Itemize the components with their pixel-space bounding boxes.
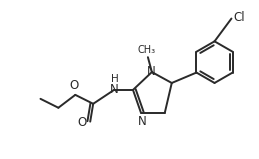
Text: Cl: Cl: [233, 11, 245, 24]
Text: N: N: [147, 65, 155, 78]
Text: H: H: [111, 74, 119, 84]
Text: O: O: [77, 116, 86, 129]
Text: N: N: [110, 83, 118, 96]
Text: CH₃: CH₃: [138, 45, 156, 55]
Text: O: O: [70, 79, 79, 92]
Text: N: N: [138, 115, 146, 128]
